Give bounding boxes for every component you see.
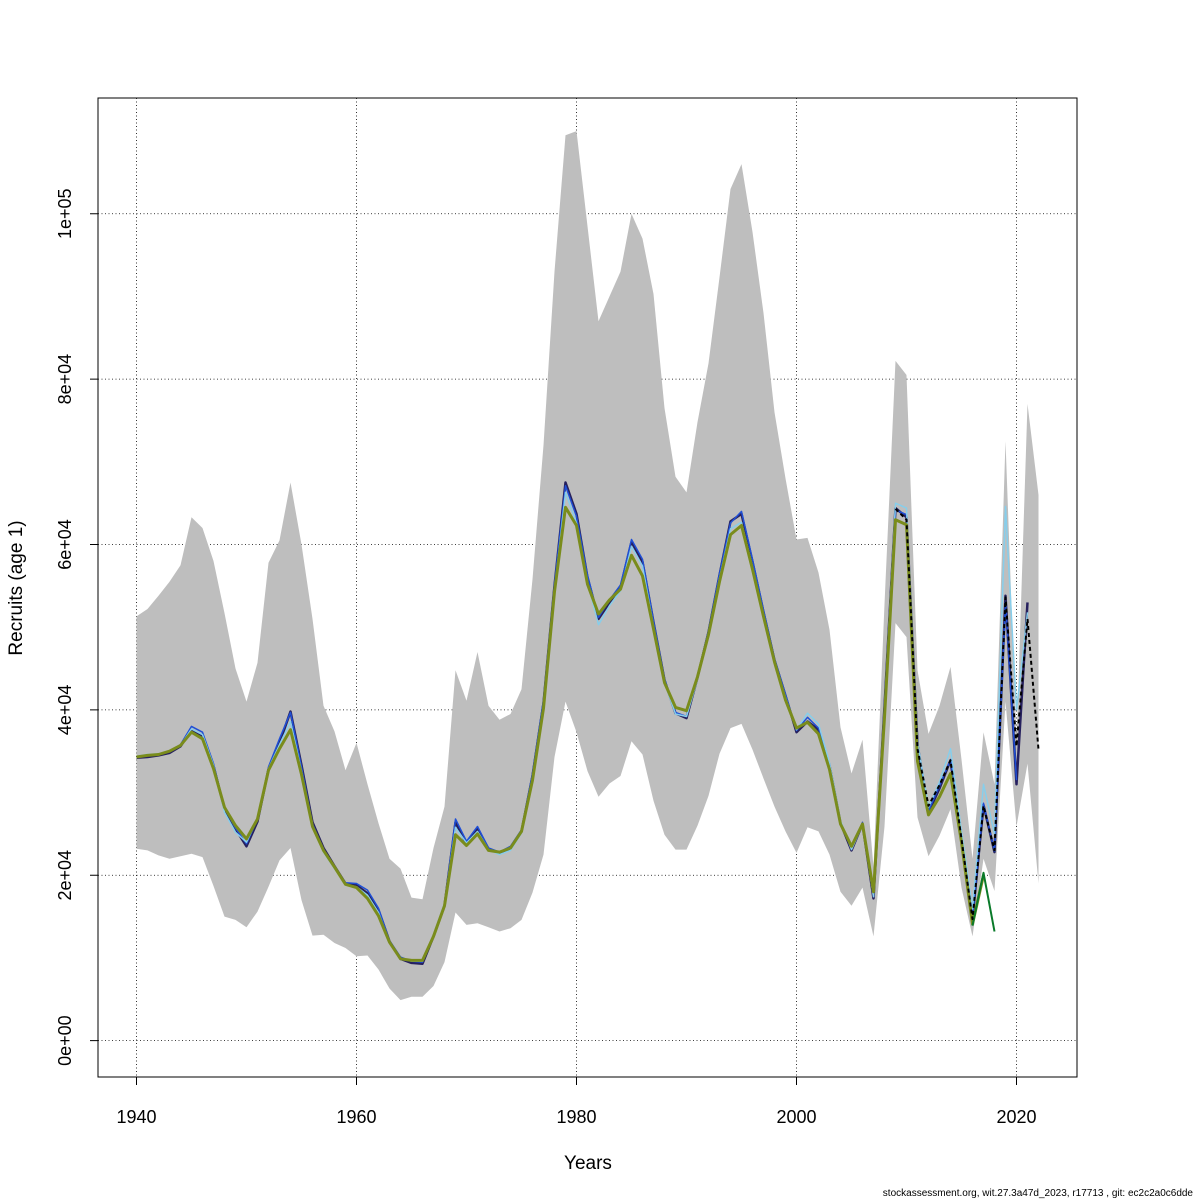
series-lines-layer bbox=[136, 481, 1040, 965]
confidence-band bbox=[136, 131, 1039, 1001]
y-tick-label-0e+00: 0e+00 bbox=[55, 1015, 75, 1066]
series-line-6 bbox=[894, 508, 1040, 921]
series-line-5 bbox=[971, 871, 996, 932]
y-tick-label-1e+05: 1e+05 bbox=[55, 188, 75, 239]
x-tick-label-1960: 1960 bbox=[336, 1107, 376, 1127]
y-tick-label-8e+04: 8e+04 bbox=[55, 354, 75, 405]
y-tick-label-2e+04: 2e+04 bbox=[55, 850, 75, 901]
y-axis-title: Recruits (age 1) bbox=[6, 520, 27, 655]
x-tick-label-1980: 1980 bbox=[556, 1107, 596, 1127]
y-tick-label-4e+04: 4e+04 bbox=[55, 685, 75, 736]
footer-note: stockassessment.org, wit.27.3a47d_2023, … bbox=[883, 1188, 1194, 1199]
x-tick-label-1940: 1940 bbox=[116, 1107, 156, 1127]
y-tick-label-6e+04: 6e+04 bbox=[55, 519, 75, 570]
confidence-band-layer bbox=[136, 131, 1039, 1001]
series-line-4 bbox=[136, 505, 985, 962]
axes: 1940 1960 1980 2000 2020 0e+00 2e+04 4e+04 6e+04… bbox=[55, 188, 1037, 1127]
x-tick-label-2000: 2000 bbox=[776, 1107, 816, 1127]
x-axis-title: Years bbox=[564, 1153, 612, 1174]
x-tick-label-2020: 2020 bbox=[996, 1107, 1036, 1127]
